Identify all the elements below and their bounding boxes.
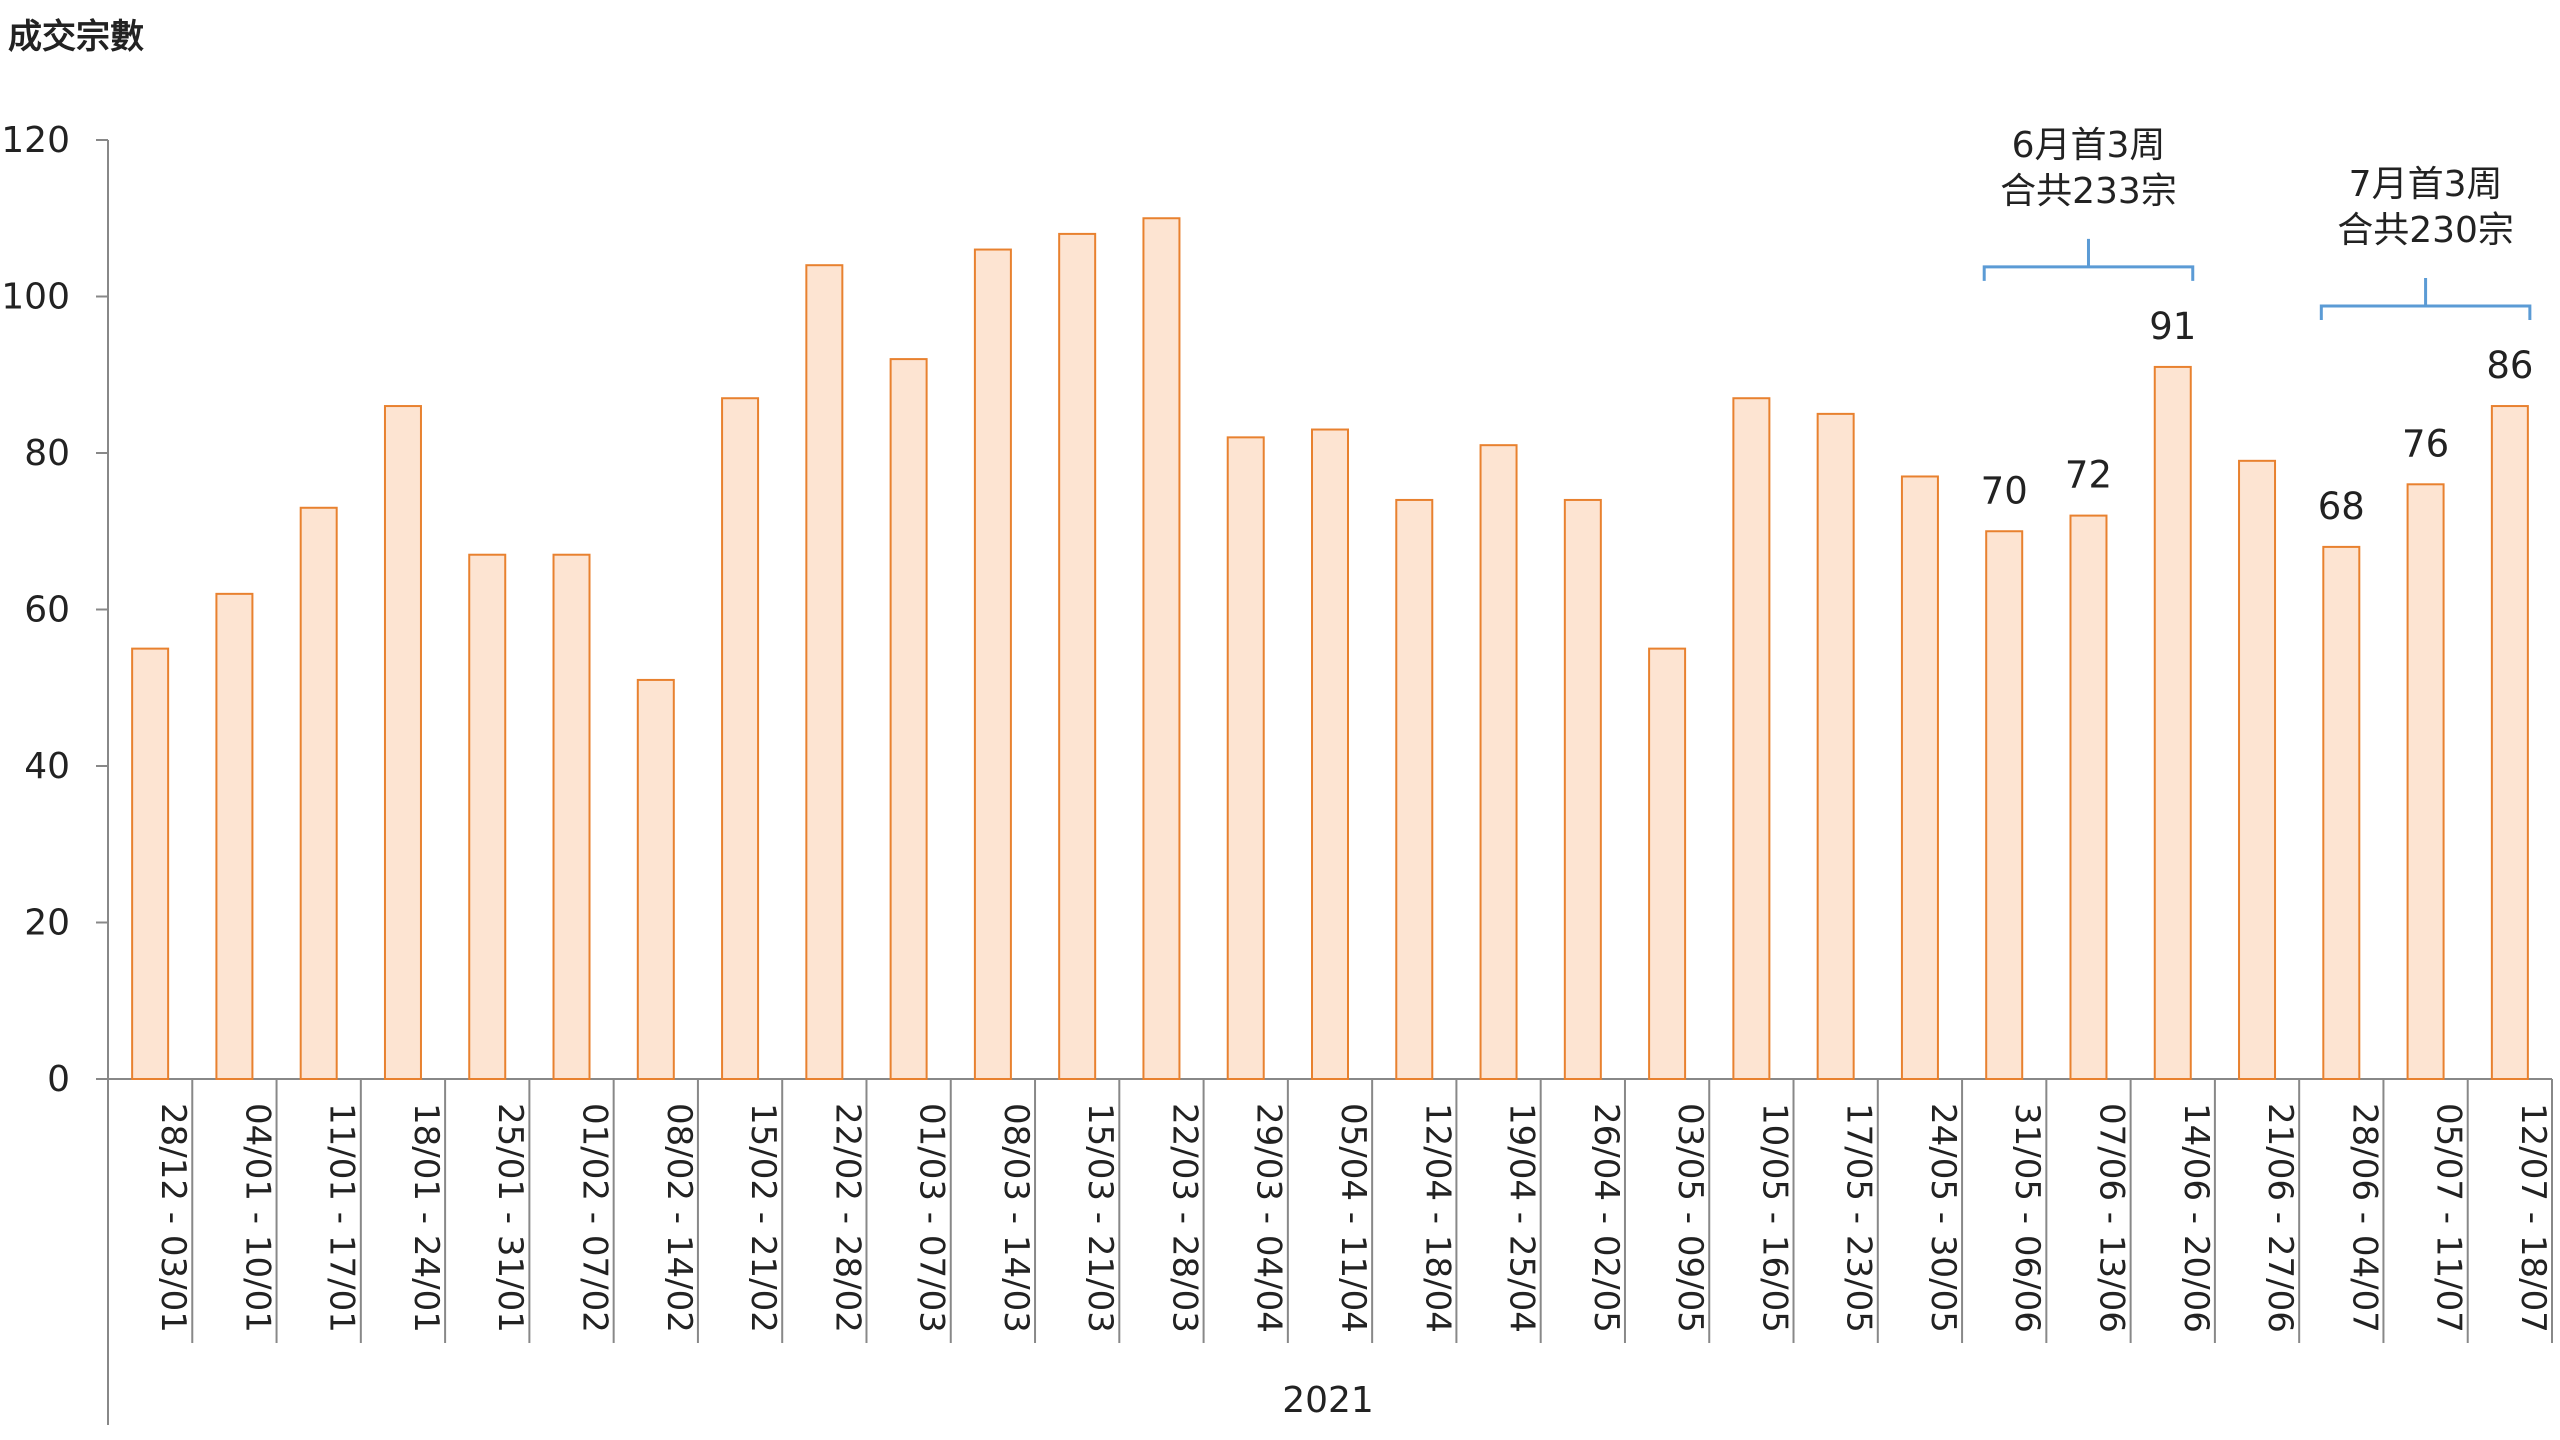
data-label: 91: [2149, 305, 2196, 348]
x-tick-label: 26/04 - 02/05: [1586, 1103, 1626, 1333]
bar: [1142, 217, 1181, 1080]
x-tick-label: 10/05 - 16/05: [1754, 1103, 1794, 1333]
bar: [468, 553, 507, 1080]
bar: [1563, 498, 1602, 1080]
bar: [2490, 405, 2529, 1080]
x-tick-label: 15/02 - 21/02: [743, 1103, 783, 1333]
data-label: 86: [2486, 344, 2533, 387]
bar: [215, 592, 254, 1080]
annotation-line-2: 合共230宗: [2337, 210, 2514, 251]
data-label: 72: [2065, 454, 2112, 497]
x-axis-year-label: 2021: [1282, 1380, 1374, 1421]
bar: [1479, 444, 1518, 1080]
x-tick-label: 11/01 - 17/01: [322, 1103, 362, 1333]
bar: [1648, 647, 1687, 1080]
y-tick-label: 40: [24, 746, 70, 787]
bar: [1900, 475, 1939, 1081]
x-tick-label: 01/02 - 07/02: [575, 1103, 615, 1333]
y-axis-title: 成交宗數: [8, 17, 144, 57]
bar: [1732, 397, 1771, 1081]
bar: [2406, 483, 2445, 1080]
y-tick-label: 60: [24, 590, 70, 631]
annotation-line-2: 合共233宗: [2000, 171, 2177, 212]
x-tick-label: 21/06 - 27/06: [2260, 1103, 2300, 1333]
y-tick-label: 120: [1, 120, 70, 161]
x-tick-label: 25/01 - 31/01: [490, 1103, 530, 1333]
x-tick-label: 08/03 - 14/03: [996, 1103, 1036, 1333]
y-tick-label: 100: [1, 277, 70, 318]
bar: [721, 397, 760, 1081]
bar: [383, 405, 422, 1080]
bars: [131, 217, 2529, 1081]
bar: [2153, 365, 2192, 1080]
bar: [299, 506, 338, 1080]
bar: [2069, 514, 2108, 1080]
x-tick-label: 18/01 - 24/01: [406, 1103, 446, 1333]
bar: [1058, 232, 1097, 1080]
bar: [1395, 498, 1434, 1080]
data-label: 70: [1981, 469, 2028, 512]
annotation-line-1: 6月首3周: [2012, 125, 2166, 166]
y-tick-label: 20: [24, 903, 70, 944]
y-tick-label: 0: [47, 1059, 70, 1100]
bar: [1985, 530, 2024, 1080]
bar: [131, 647, 170, 1080]
x-tick-label: 08/02 - 14/02: [659, 1103, 699, 1333]
bar: [889, 358, 928, 1081]
x-tick-label: 31/05 - 06/06: [2007, 1103, 2047, 1333]
x-tick-label: 01/03 - 07/03: [912, 1103, 952, 1333]
x-tick-label: 04/01 - 10/01: [237, 1103, 277, 1333]
annotation-bracket: [1982, 238, 2195, 281]
x-tick-label: 12/04 - 18/04: [1417, 1103, 1457, 1333]
annotation-line-1: 7月首3周: [2349, 164, 2503, 205]
bar: [1226, 436, 1265, 1081]
x-tick-label: 29/03 - 04/04: [1249, 1103, 1289, 1333]
bar: [2322, 545, 2361, 1080]
annotation-bracket: [2319, 278, 2532, 321]
bar: [2238, 459, 2277, 1080]
x-tick-label: 28/12 - 03/01: [153, 1103, 193, 1333]
x-tick-label: 12/07 - 18/07: [2513, 1103, 2553, 1333]
x-tick-label: 17/05 - 23/05: [1839, 1103, 1879, 1333]
bar: [636, 678, 675, 1080]
x-tick-label: 28/06 - 04/07: [2344, 1103, 2384, 1333]
bar: [552, 553, 591, 1080]
bar: [805, 264, 844, 1080]
x-tick-label: 22/03 - 28/03: [1164, 1103, 1204, 1333]
x-tick-label: 05/04 - 11/04: [1333, 1103, 1373, 1333]
x-tick-label: 24/05 - 30/05: [1923, 1103, 1963, 1333]
data-labels: 70 72 91 68 76 86: [1981, 305, 2534, 528]
x-tick-label: 19/04 - 25/04: [1502, 1103, 1542, 1333]
data-label: 68: [2318, 485, 2365, 528]
x-tick-label: 03/05 - 09/05: [1670, 1103, 1710, 1333]
x-tick-label: 05/07 - 11/07: [2429, 1103, 2469, 1333]
x-tick-label: 07/06 - 13/06: [2091, 1103, 2131, 1333]
data-label: 76: [2402, 422, 2449, 465]
x-tick-label: 22/02 - 28/02: [827, 1103, 867, 1333]
bar: [1816, 412, 1855, 1080]
x-tick-label: 15/03 - 21/03: [1080, 1103, 1120, 1333]
bar: [973, 248, 1012, 1081]
y-tick-label: 80: [24, 433, 70, 474]
bar: [1311, 428, 1349, 1080]
axes: 0 20 40 60 80 100 120 28/12 - 03/01 04/01 - 10/0…: [1, 120, 2553, 1425]
x-tick-label: 14/06 - 20/06: [2176, 1103, 2216, 1333]
